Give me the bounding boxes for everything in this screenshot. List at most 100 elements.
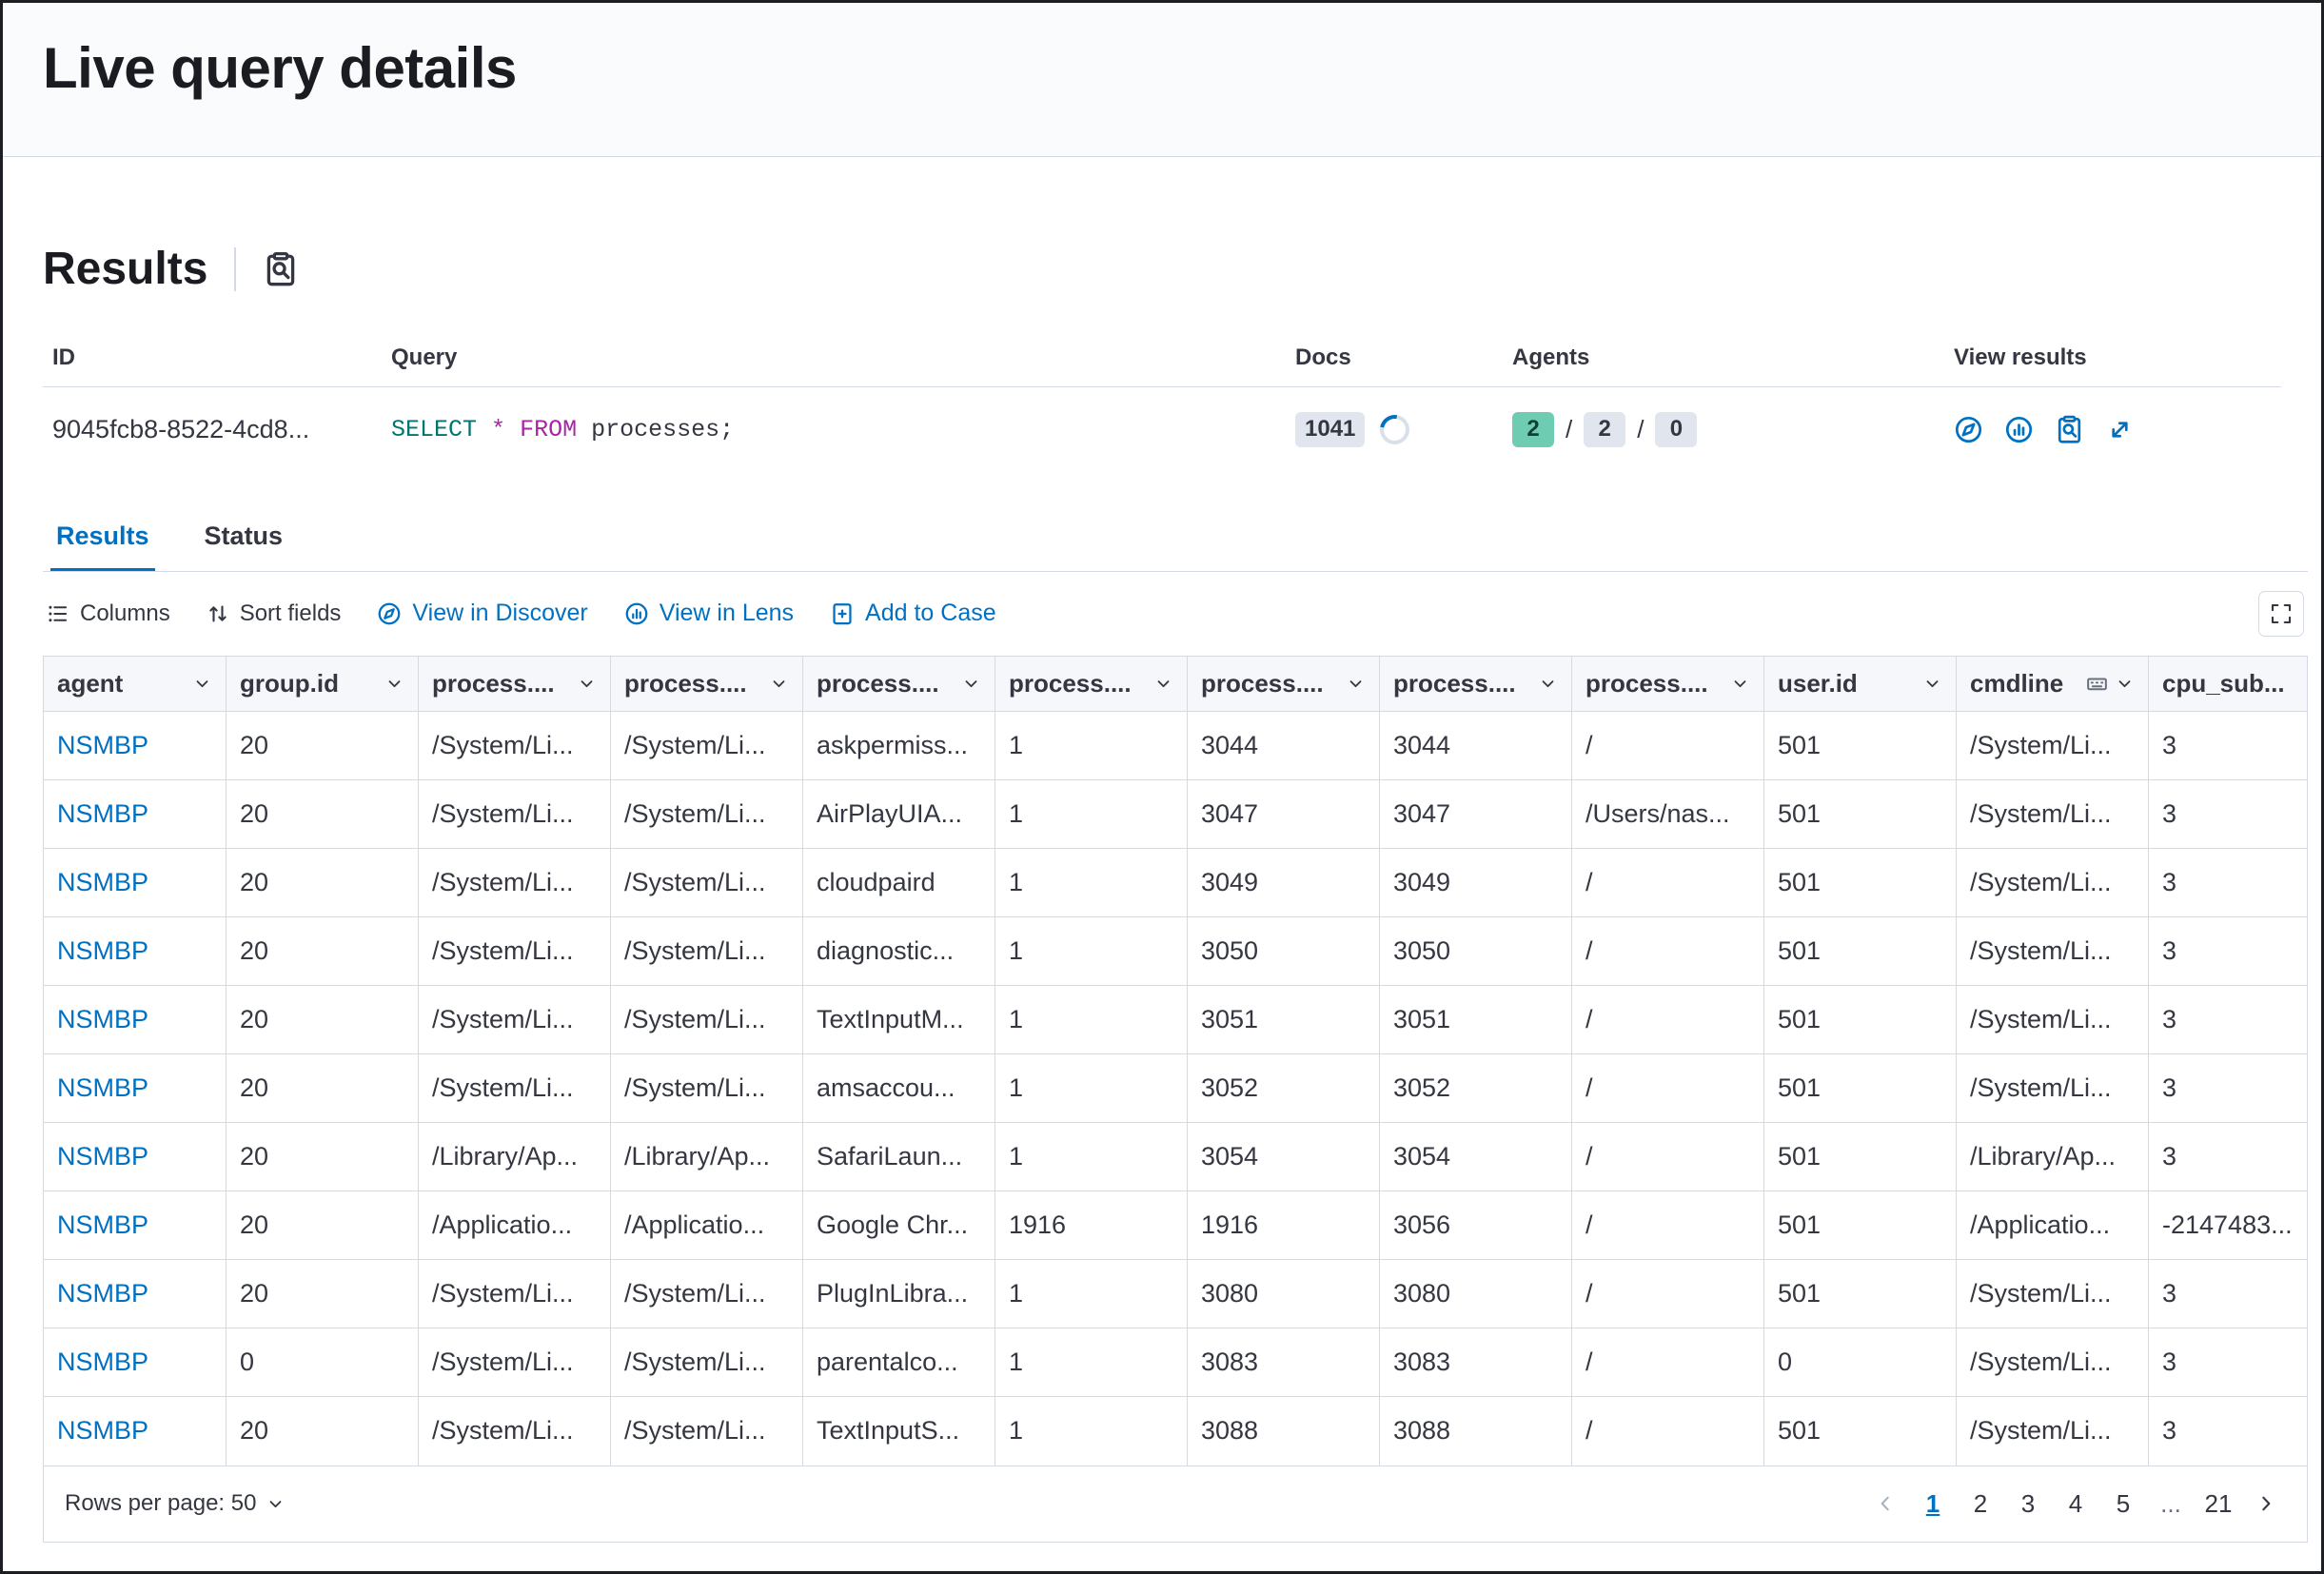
grid-cell: /Library/Ap... [611, 1122, 803, 1190]
agent-link-cell[interactable]: NSMBP [44, 1190, 226, 1259]
agent-link-cell[interactable]: NSMBP [44, 779, 226, 848]
agent-link-cell[interactable]: NSMBP [44, 711, 226, 779]
sort-fields-button[interactable]: Sort fields [207, 600, 341, 627]
grid-cell: diagnostic... [803, 916, 995, 985]
grid-cell: 3049 [1188, 848, 1380, 916]
grid-cell: /System/Li... [611, 711, 803, 779]
grid-cell: /System/Li... [419, 779, 611, 848]
view-in-discover-link[interactable]: View in Discover [377, 600, 588, 627]
page-button-1[interactable]: 1 [1913, 1483, 1953, 1525]
chevron-down-icon [388, 680, 401, 687]
grid-cell: /Applicatio... [611, 1190, 803, 1259]
page-button-2[interactable]: 2 [1960, 1483, 2000, 1525]
chevron-down-icon [965, 680, 977, 687]
agent-link-cell[interactable]: NSMBP [44, 916, 226, 985]
columns-label: Columns [80, 600, 170, 626]
grid-cell: /Library/Ap... [1957, 1122, 2149, 1190]
tab-results[interactable]: Results [50, 512, 155, 571]
pagination-next-button[interactable] [2246, 1483, 2286, 1525]
agents-cell: 2 / 2 / 0 [1503, 412, 1944, 447]
rows-per-page-label: Rows per page: 50 [65, 1490, 257, 1517]
table-row: NSMBP 20/System/Li.../System/Li... cloudpa… [44, 848, 2307, 917]
column-header-label: user.id [1778, 668, 1858, 698]
grid-cell: /System/Li... [611, 1053, 803, 1122]
column-header-process-5[interactable]: process.... [1188, 656, 1380, 711]
add-to-case-button[interactable]: Add to Case [830, 600, 996, 627]
open-results-button[interactable] [2105, 415, 2135, 444]
chevron-down-icon [1349, 680, 1362, 687]
view-in-lens-button[interactable] [2004, 415, 2034, 444]
chevron-down-icon [581, 680, 593, 687]
grid-cell: /System/Li... [611, 1259, 803, 1328]
rows-per-page-button[interactable]: Rows per page: 50 [65, 1490, 286, 1517]
page-header: Live query details [3, 3, 2321, 157]
grid-cell: /System/Li... [419, 1259, 611, 1328]
column-header-process-4[interactable]: process.... [995, 656, 1188, 711]
column-header-process-6[interactable]: process.... [1380, 656, 1572, 711]
query-sql: SELECT * FROM processes; [382, 416, 1286, 443]
grid-cell: 1 [995, 1396, 1188, 1466]
page-button-21[interactable]: 21 [2198, 1483, 2238, 1525]
divider [234, 246, 237, 291]
agents-failed-badge: 0 [1655, 412, 1698, 447]
tab-status[interactable]: Status [204, 521, 284, 550]
column-header-cmdline[interactable]: cmdline [1957, 656, 2149, 711]
inspect-button[interactable] [263, 251, 299, 287]
pagination: 1 2 3 4 5... 21 [1865, 1483, 2286, 1525]
grid-cell: /System/Li... [419, 848, 611, 916]
grid-cell: 3080 [1188, 1259, 1380, 1328]
sql-keyword-from: FROM [520, 415, 578, 443]
column-header-cpu-subtype[interactable]: cpu_sub... [2149, 656, 2307, 711]
case-icon [833, 602, 852, 625]
column-header-agent[interactable]: agent [44, 656, 226, 711]
grid-cell: 20 [226, 1053, 419, 1122]
chevron-down-icon [270, 1501, 282, 1507]
grid-cell: 3 [2149, 780, 2307, 848]
page-button-5[interactable]: 5 [2103, 1483, 2143, 1525]
grid-cell: /Applicatio... [1957, 1190, 2149, 1259]
agent-link-cell[interactable]: NSMBP [44, 848, 226, 916]
grid-cell: /System/Li... [1957, 1396, 2149, 1466]
grid-cell: 3088 [1188, 1396, 1380, 1466]
column-header-label: cmdline [1970, 668, 2064, 698]
agent-link-cell[interactable]: NSMBP [44, 1122, 226, 1190]
view-in-discover-label: View in Discover [412, 600, 588, 627]
discover-icon [1955, 416, 1982, 443]
fullscreen-button[interactable] [2258, 590, 2304, 637]
summary-col-id: ID [52, 344, 75, 370]
grid-cell: Google Chr... [803, 1190, 995, 1259]
column-header-process-7[interactable]: process.... [1572, 656, 1764, 711]
tab-bar: Results Status [43, 512, 2308, 572]
column-header-process-1[interactable]: process.... [419, 656, 611, 711]
grid-cell: 501 [1764, 779, 1957, 848]
view-in-lens-label: View in Lens [659, 600, 795, 627]
page-button-4[interactable]: 4 [2056, 1483, 2096, 1525]
column-header-group-id[interactable]: group.id [226, 656, 419, 711]
sort-icon [209, 605, 226, 622]
column-header-process-3[interactable]: process.... [803, 656, 995, 711]
pagination-ellipsis: ... [2151, 1483, 2191, 1525]
view-in-discover-button[interactable] [1954, 415, 1983, 444]
grid-cell: / [1572, 1259, 1764, 1328]
agent-link-cell[interactable]: NSMBP [44, 1396, 226, 1466]
grid-cell: 3047 [1188, 779, 1380, 848]
agent-link-cell[interactable]: NSMBP [44, 1259, 226, 1328]
agent-link-cell[interactable]: NSMBP [44, 1328, 226, 1396]
inspect-results-button[interactable] [2055, 415, 2084, 444]
column-header-user-id[interactable]: user.id [1764, 656, 1957, 711]
view-in-lens-link[interactable]: View in Lens [624, 600, 794, 627]
grid-cell: 3050 [1188, 916, 1380, 985]
grid-cell: / [1572, 916, 1764, 985]
pagination-prev-button[interactable] [1865, 1483, 1905, 1525]
page-button-3[interactable]: 3 [2008, 1483, 2048, 1525]
grid-cell: 501 [1764, 711, 1957, 779]
agent-link-cell[interactable]: NSMBP [44, 985, 226, 1053]
grid-cell: /System/Li... [419, 1396, 611, 1466]
pagination-pages: 1 2 3 4 5... 21 [1913, 1483, 2238, 1525]
columns-button[interactable]: Columns [47, 600, 170, 627]
grid-cell: amsaccou... [803, 1053, 995, 1122]
column-header-process-2[interactable]: process.... [611, 656, 803, 711]
main-content: Results ID Query Docs Agents View result… [3, 243, 2321, 1543]
column-header-label: cpu_sub... [2162, 668, 2285, 698]
agent-link-cell[interactable]: NSMBP [44, 1053, 226, 1122]
